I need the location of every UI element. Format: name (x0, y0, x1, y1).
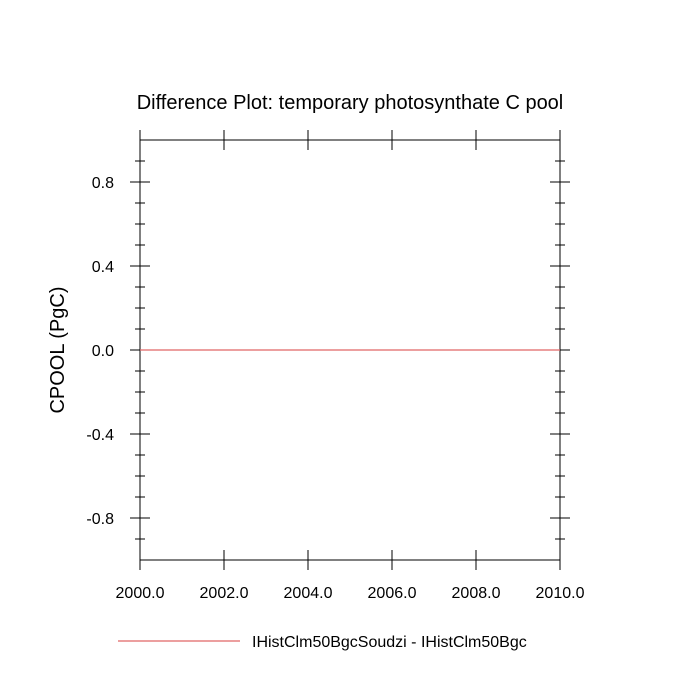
y-axis-label: CPOOL (PgC) (47, 286, 69, 413)
x-tick-label: 2002.0 (200, 585, 249, 602)
y-tick-label: 0.0 (92, 343, 114, 360)
y-tick-label: -0.4 (86, 427, 114, 444)
y-tick-label: 0.8 (92, 175, 114, 192)
y-tick-label: 0.4 (92, 259, 114, 276)
x-tick-label: 2004.0 (284, 585, 333, 602)
legend: IHistClm50BgcSoudzi - IHistClm50Bgc (118, 634, 527, 651)
x-tick-label: 2010.0 (536, 585, 585, 602)
chart-title: Difference Plot: temporary photosynthate… (137, 92, 564, 114)
legend-label: IHistClm50BgcSoudzi - IHistClm50Bgc (252, 634, 527, 651)
y-tick-label: -0.8 (86, 511, 114, 528)
x-tick-label: 2000.0 (116, 585, 165, 602)
x-tick-label: 2008.0 (452, 585, 501, 602)
x-tick-label: 2006.0 (368, 585, 417, 602)
plot-area: 2000.0 2002.0 2004.0 2006.0 2008.0 2010.0 0.8 0… (86, 130, 585, 602)
